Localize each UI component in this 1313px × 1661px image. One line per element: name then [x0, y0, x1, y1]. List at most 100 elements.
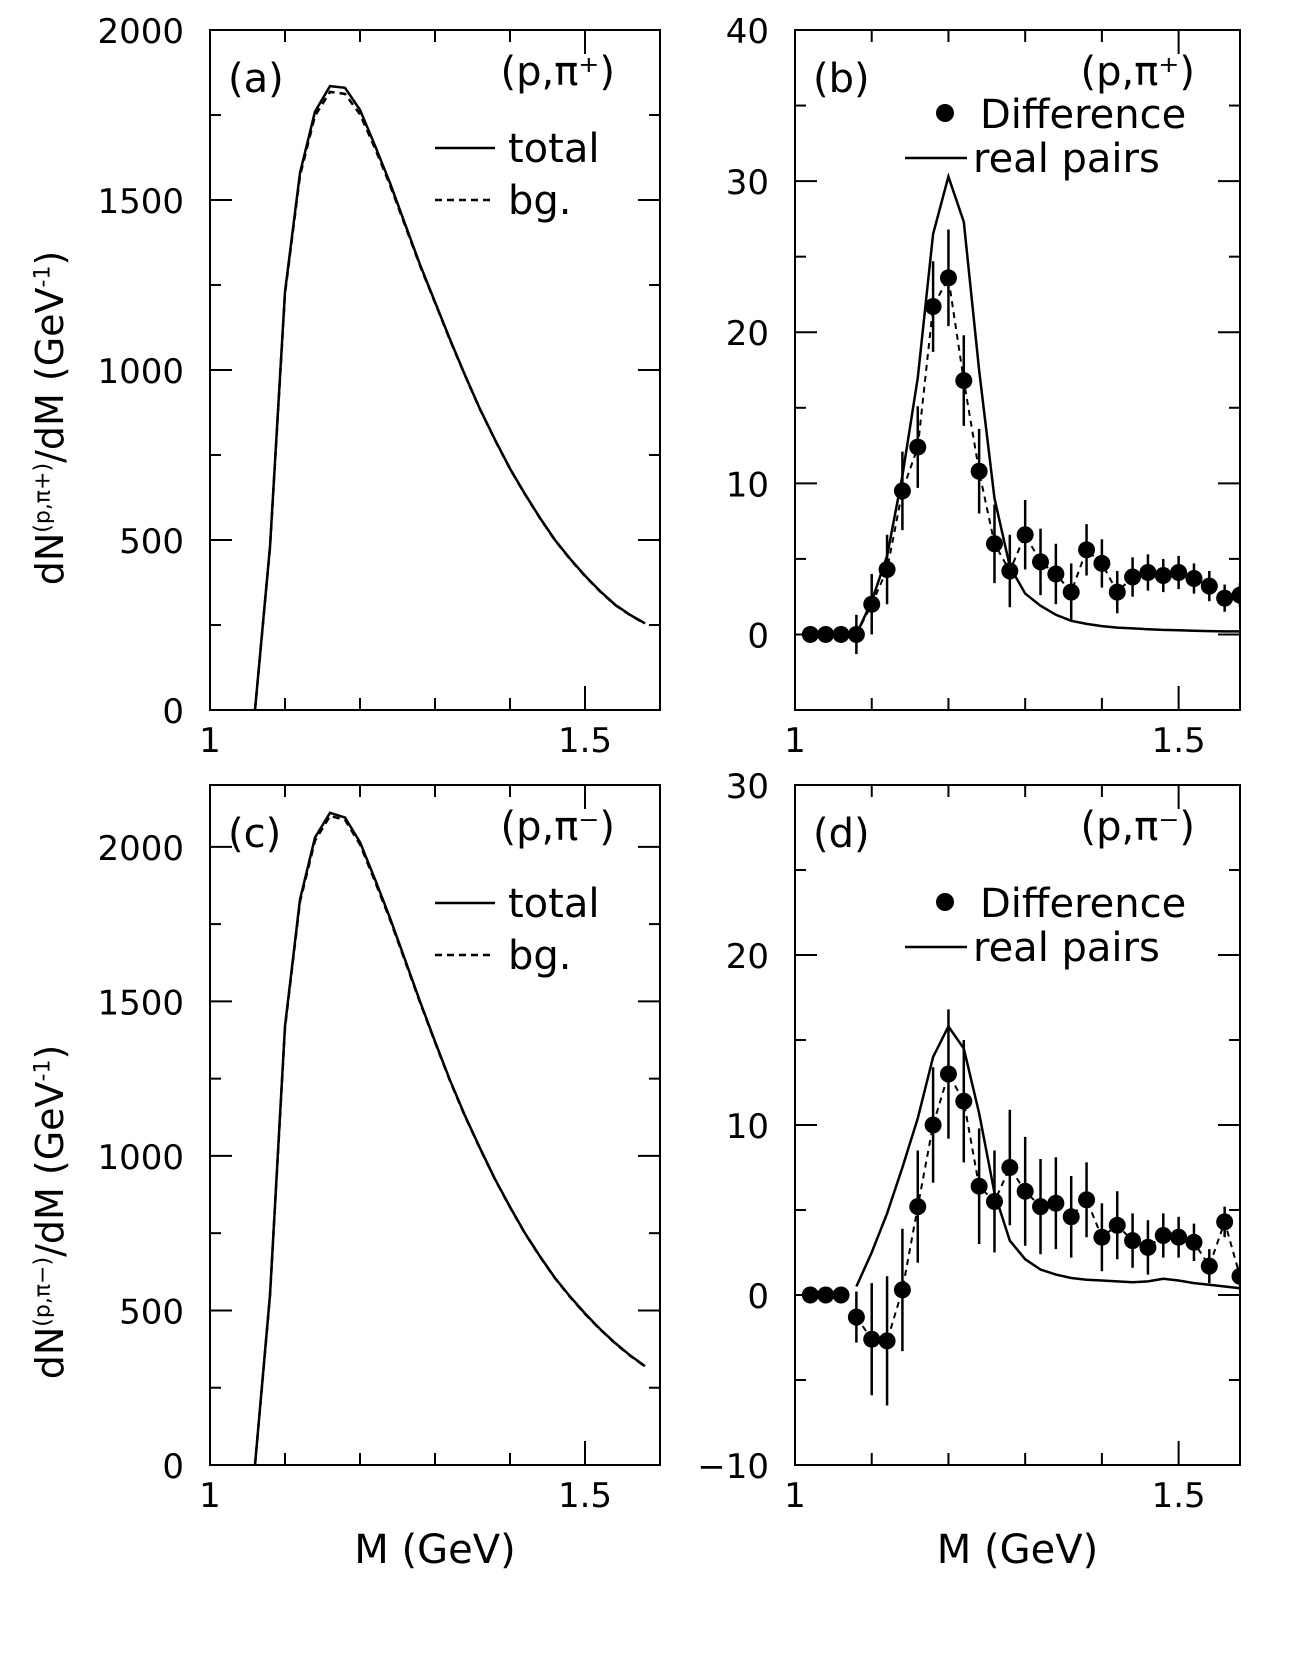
data-point-b [1108, 583, 1126, 601]
data-point-b [893, 482, 911, 500]
data-point-d [801, 1286, 819, 1304]
plot-frame-b [794, 29, 1241, 711]
data-point-d [847, 1308, 865, 1326]
panel-label-c: (c) [228, 811, 281, 857]
y-axis-title-a: dN(p,π+)/dM (GeV-1) [28, 250, 72, 586]
y-tick-label-b: 30 [726, 163, 769, 203]
data-point-b [1216, 589, 1234, 607]
data-point-d [863, 1330, 881, 1348]
data-point-b [1032, 553, 1050, 571]
data-point-d [955, 1092, 973, 1110]
data-point-b [1078, 541, 1096, 559]
y-tick-label-c: 1000 [97, 1138, 184, 1178]
data-point-b [985, 535, 1003, 553]
data-point-d [1078, 1191, 1096, 1209]
data-point-d [1200, 1257, 1218, 1275]
y-tick-label-d: −10 [697, 1447, 769, 1487]
data-point-b [939, 269, 957, 287]
data-point-d [924, 1116, 942, 1134]
legend-label-difference-d: Difference [980, 881, 1186, 927]
y-tick-label-d: 20 [726, 937, 769, 977]
data-point-d [1001, 1159, 1019, 1176]
data-point-b [1062, 583, 1080, 601]
data-point-b [970, 462, 988, 480]
x-tick-label-c: 1 [199, 1476, 221, 1516]
y-tick-label-a: 1000 [97, 352, 184, 392]
y-tick-label-c: 500 [119, 1292, 184, 1332]
data-point-b [801, 625, 819, 643]
x-tick-label-b: 1 [784, 721, 806, 761]
reaction-label-c: (p,π⁻) [500, 804, 615, 850]
reaction-label-a: (p,π⁺) [500, 49, 615, 95]
data-point-d [1216, 1213, 1234, 1231]
y-tick-label-b: 40 [726, 12, 769, 52]
y-tick-label-d: 0 [747, 1277, 769, 1317]
curve-total-a [253, 84, 646, 710]
panel-c: 0 500 1000 1500 2000 1 1.5 M (GeV) (c) (p,π⁻) tota… [97, 784, 661, 1573]
data-point-d [893, 1281, 911, 1299]
y-tick-label-a: 2000 [97, 12, 184, 52]
legend-label-bg-a: bg. [508, 178, 572, 224]
x-tick-label-c: 1.5 [558, 1476, 612, 1516]
data-point-d [1154, 1227, 1172, 1244]
data-point-d [1047, 1194, 1065, 1212]
data-point-d [939, 1065, 957, 1083]
x-tick-label-b: 1.5 [1152, 721, 1206, 761]
data-point-d [1032, 1198, 1050, 1216]
data-point-d [970, 1177, 988, 1195]
data-point-b [1016, 526, 1034, 544]
y-tick-label-c: 0 [162, 1447, 184, 1487]
legend-a: total bg. [435, 126, 599, 224]
curves-d [801, 1009, 1240, 1406]
data-point-d [909, 1198, 927, 1216]
panel-label-b: (b) [813, 56, 870, 102]
data-point-d [1185, 1233, 1203, 1251]
x-axis-title-d: M (GeV) [937, 1527, 1098, 1573]
x-tick-label-a: 1.5 [558, 721, 612, 761]
data-point-b [1185, 570, 1203, 588]
y-tick-label-a: 0 [162, 692, 184, 732]
data-point-d [817, 1286, 835, 1304]
legend-label-difference-b: Difference [980, 92, 1186, 138]
reaction-label-d: (p,π⁻) [1080, 804, 1195, 850]
curve-realpairs-b [855, 172, 1240, 635]
curve-bg-c [253, 814, 646, 1465]
curves-b [801, 172, 1240, 655]
legend-label-real-d: real pairs [973, 925, 1160, 971]
data-point-d [1139, 1238, 1157, 1256]
x-tick-label-d: 1 [784, 1476, 806, 1516]
legend-label-total-a: total [508, 126, 599, 172]
x-tick-label-a: 1 [199, 721, 221, 761]
data-point-b [1124, 568, 1142, 586]
curve-bg-a [253, 90, 646, 710]
y-tick-label-a: 1500 [97, 182, 184, 222]
data-point-d [1016, 1182, 1034, 1200]
panel-label-d: (d) [813, 811, 870, 857]
data-point-b [1139, 563, 1157, 581]
reaction-label-b: (p,π⁺) [1080, 49, 1195, 95]
x-axis-title-c: M (GeV) [354, 1527, 515, 1573]
curves-c [253, 811, 646, 1465]
data-point-b [1154, 567, 1172, 585]
data-point-b [1047, 565, 1065, 583]
legend-label-real-b: real pairs [973, 136, 1160, 182]
data-point-d [832, 1286, 850, 1304]
panel-a: 0 500 1000 1500 2000 1 1.5 (a) (p,π⁺) total bg. [97, 12, 661, 761]
panel-label-a: (a) [228, 56, 284, 102]
y-axis-title-c: dN(p,π−)/dM (GeV-1) [28, 1044, 72, 1380]
panel-d: −10 0 10 20 30 1 1.5 M (GeV) (d) (p,π⁻) Difference… [697, 767, 1241, 1573]
difference-connector-b [855, 274, 1240, 635]
data-point-d [878, 1332, 896, 1350]
data-point-b [847, 625, 865, 643]
legend-marker-difference-d [936, 893, 954, 911]
data-point-b [1093, 554, 1111, 572]
data-point-b [832, 625, 850, 643]
data-point-d [1124, 1232, 1142, 1250]
data-point-d [1231, 1267, 1240, 1285]
legend-marker-difference-b [936, 104, 954, 122]
y-tick-label-d: 10 [726, 1107, 769, 1147]
x-tick-label-d: 1.5 [1152, 1476, 1206, 1516]
